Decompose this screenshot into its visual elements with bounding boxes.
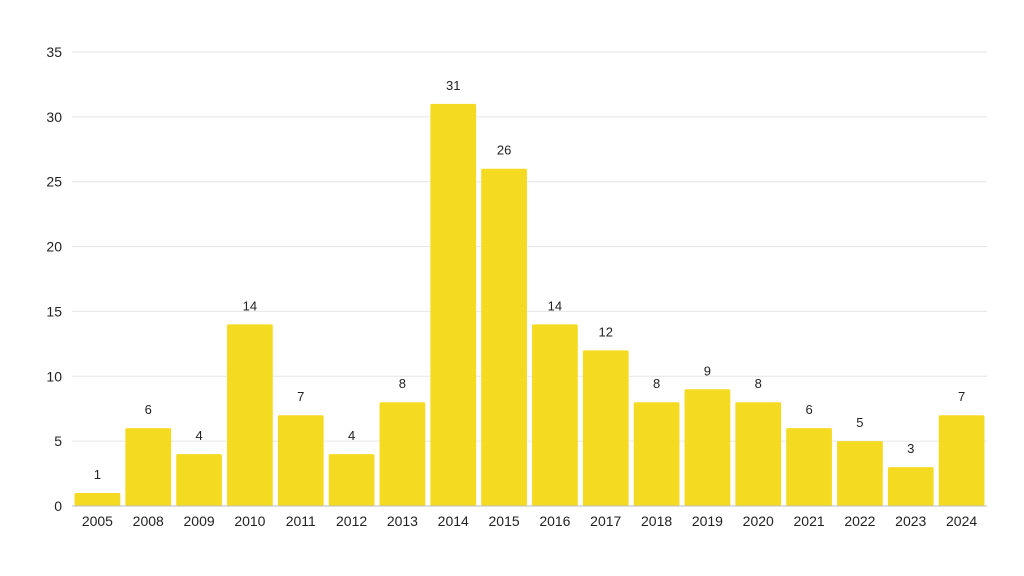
x-tick-label: 2020 bbox=[743, 513, 774, 529]
x-tick-label: 2010 bbox=[234, 513, 265, 529]
y-tick-label: 30 bbox=[46, 109, 62, 125]
y-tick-label: 35 bbox=[46, 44, 62, 60]
x-tick-label: 2022 bbox=[844, 513, 875, 529]
bar-2011 bbox=[277, 415, 324, 506]
data-label-2019: 9 bbox=[704, 363, 711, 378]
x-tick-label: 2012 bbox=[336, 513, 367, 529]
bar-2012 bbox=[328, 454, 375, 506]
bar-2013 bbox=[379, 402, 426, 506]
data-label-2010: 14 bbox=[243, 298, 257, 313]
y-axis-tick-labels: 0 5 10 15 20 25 30 35 bbox=[46, 44, 62, 514]
x-tick-label: 2023 bbox=[895, 513, 926, 529]
bar-2008 bbox=[125, 428, 172, 506]
x-tick-label: 2024 bbox=[946, 513, 977, 529]
data-label-2005: 1 bbox=[94, 467, 101, 482]
x-tick-label: 2019 bbox=[692, 513, 723, 529]
data-label-2015: 26 bbox=[497, 143, 511, 158]
bar-2024 bbox=[938, 415, 985, 506]
x-tick-label: 2011 bbox=[286, 513, 316, 529]
data-label-2017: 12 bbox=[599, 324, 613, 339]
gridlines bbox=[72, 51, 987, 442]
y-tick-label: 10 bbox=[46, 368, 62, 384]
data-label-2016: 14 bbox=[548, 298, 562, 313]
x-axis-tick-labels: 2005 2008 2009 2010 2011 2012 2013 2014 2015 2016… bbox=[82, 513, 978, 529]
bars bbox=[74, 103, 985, 506]
bar-2009 bbox=[176, 454, 222, 506]
bar-2018 bbox=[633, 402, 680, 506]
bar-2020 bbox=[735, 402, 782, 506]
bar-2010 bbox=[227, 324, 273, 506]
bar-2019 bbox=[684, 389, 731, 506]
data-label-2013: 8 bbox=[399, 376, 406, 391]
bar-2015 bbox=[481, 168, 527, 506]
data-label-2018: 8 bbox=[653, 376, 660, 391]
x-tick-label: 2008 bbox=[133, 513, 164, 529]
bar-2016 bbox=[532, 324, 578, 506]
data-label-2022: 5 bbox=[856, 415, 863, 430]
y-tick-label: 20 bbox=[46, 239, 62, 255]
x-tick-label: 2014 bbox=[438, 513, 469, 529]
data-label-2014: 31 bbox=[446, 78, 460, 93]
x-tick-label: 2005 bbox=[82, 513, 113, 529]
data-label-2009: 4 bbox=[195, 428, 202, 443]
bar-2014 bbox=[430, 103, 477, 506]
data-label-2020: 8 bbox=[755, 376, 762, 391]
bar-2021 bbox=[786, 428, 832, 506]
x-tick-label: 2021 bbox=[794, 513, 825, 529]
x-tick-label: 2009 bbox=[184, 513, 215, 529]
bar-2023 bbox=[887, 467, 934, 506]
data-label-2012: 4 bbox=[348, 428, 355, 443]
data-labels: 1 6 4 14 7 4 8 31 26 14 12 8 9 8 6 5 3 7 bbox=[94, 78, 965, 482]
y-tick-label: 5 bbox=[54, 433, 62, 449]
data-label-2023: 3 bbox=[907, 441, 914, 456]
x-tick-label: 2013 bbox=[387, 513, 418, 529]
bar-2005 bbox=[74, 493, 121, 506]
data-label-2021: 6 bbox=[805, 402, 812, 417]
y-tick-label: 25 bbox=[46, 174, 62, 190]
bar-2017 bbox=[582, 350, 629, 506]
x-tick-label: 2018 bbox=[641, 513, 672, 529]
x-tick-label: 2017 bbox=[590, 513, 621, 529]
y-tick-label: 0 bbox=[54, 498, 62, 514]
data-label-2011: 7 bbox=[297, 389, 304, 404]
data-label-2024: 7 bbox=[958, 389, 965, 404]
y-tick-label: 15 bbox=[46, 303, 62, 319]
bar-2022 bbox=[837, 441, 883, 506]
x-tick-label: 2015 bbox=[489, 513, 520, 529]
x-tick-label: 2016 bbox=[539, 513, 570, 529]
data-label-2008: 6 bbox=[145, 402, 152, 417]
